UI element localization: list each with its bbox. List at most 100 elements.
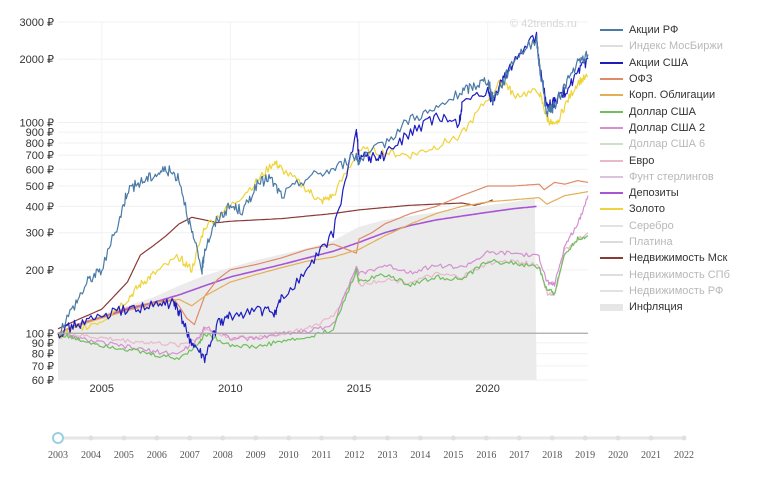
legend-swatch bbox=[600, 224, 623, 227]
y-tick-label: 1000 ₽ bbox=[19, 118, 54, 130]
legend-swatch bbox=[600, 143, 623, 146]
series-1-area bbox=[58, 198, 537, 380]
slider-year-label[interactable]: 2022 bbox=[674, 450, 694, 461]
series-9-line bbox=[57, 73, 588, 340]
legend-label: Доллар США 6 bbox=[629, 138, 706, 151]
series-7-line bbox=[57, 195, 589, 355]
y-tick-label: 100 ₽ bbox=[26, 328, 54, 340]
legend-label: Недвижимость Мск bbox=[629, 252, 728, 265]
slider-stop[interactable] bbox=[483, 435, 489, 441]
slider-year-label[interactable]: 2020 bbox=[608, 450, 628, 461]
slider-stop[interactable] bbox=[417, 435, 423, 441]
slider-year-label[interactable]: 2005 bbox=[114, 450, 134, 461]
slider-year-label[interactable]: 2008 bbox=[213, 450, 233, 461]
legend-item-10[interactable]: Фунт стерлингов bbox=[600, 169, 756, 185]
legend-item-3[interactable]: Акции США bbox=[600, 55, 756, 71]
legend-item-11[interactable]: Депозиты bbox=[600, 185, 756, 201]
slider-stop[interactable] bbox=[681, 435, 687, 441]
legend: Акции РФ Индекс МосБиржи Акции США ОФЗ Корп.… bbox=[600, 22, 756, 315]
slider-handle[interactable] bbox=[52, 432, 64, 444]
x-tick-label: 2020 bbox=[475, 383, 499, 395]
slider-stop[interactable] bbox=[319, 435, 325, 441]
legend-swatch bbox=[600, 94, 623, 97]
legend-item-4[interactable]: ОФЗ bbox=[600, 71, 756, 87]
y-tick-label: 500 ₽ bbox=[26, 181, 54, 193]
year-slider[interactable]: 2003 2004 2005 2006 2007 2008 2009 2010 2011 2012… bbox=[48, 432, 694, 461]
x-tick-label: 2015 bbox=[347, 383, 371, 395]
legend-item-16[interactable]: Недвижимость СПб bbox=[600, 266, 756, 282]
x-axis: 2005 2010 2015 2020 bbox=[89, 383, 499, 395]
slider-year-label[interactable]: 2021 bbox=[641, 450, 661, 461]
slider-stop[interactable] bbox=[286, 435, 292, 441]
series-2-line bbox=[57, 199, 494, 330]
legend-label: Доллар США 2 bbox=[629, 121, 706, 134]
legend-swatch bbox=[600, 45, 623, 48]
legend-item-13[interactable]: Серебро bbox=[600, 218, 756, 234]
legend-label: Платина bbox=[629, 236, 673, 248]
legend-item-5[interactable]: Корп. Облигации bbox=[600, 87, 756, 103]
legend-item-8[interactable]: Доллар США 6 bbox=[600, 136, 756, 152]
slider-year-label[interactable]: 2006 bbox=[147, 450, 167, 461]
slider-stop[interactable] bbox=[220, 435, 226, 441]
legend-item-9[interactable]: Евро bbox=[600, 152, 756, 168]
legend-swatch bbox=[600, 257, 623, 260]
legend-swatch bbox=[600, 175, 623, 178]
slider-year-label[interactable]: 2003 bbox=[48, 450, 68, 461]
y-tick-label: 2000 ₽ bbox=[19, 54, 54, 66]
slider-year-label[interactable]: 2016 bbox=[476, 450, 496, 461]
legend-item-7[interactable]: Доллар США 2 bbox=[600, 120, 756, 136]
legend-swatch bbox=[600, 29, 623, 32]
y-tick-label: 400 ₽ bbox=[26, 201, 54, 213]
legend-item-18[interactable]: Инфляция bbox=[600, 299, 756, 315]
slider-stop[interactable] bbox=[516, 435, 522, 441]
y-tick-label: 200 ₽ bbox=[26, 265, 54, 277]
watermark: © 42trends.ru bbox=[510, 18, 577, 30]
legend-label: Инфляция bbox=[629, 301, 683, 314]
slider-stop[interactable] bbox=[450, 435, 456, 441]
slider-stop[interactable] bbox=[615, 435, 621, 441]
slider-year-label[interactable]: 2019 bbox=[575, 450, 595, 461]
legend-item-6[interactable]: Доллар США bbox=[600, 103, 756, 119]
slider-stop[interactable] bbox=[88, 435, 94, 441]
slider-stop[interactable] bbox=[154, 435, 160, 441]
slider-year-label[interactable]: 2014 bbox=[410, 450, 430, 461]
legend-label: Золото bbox=[629, 203, 665, 216]
legend-item-15[interactable]: Недвижимость Мск bbox=[600, 250, 756, 266]
series-5-line bbox=[57, 191, 589, 334]
slider-year-label[interactable]: 2013 bbox=[377, 450, 397, 461]
slider-year-label[interactable]: 2009 bbox=[246, 450, 266, 461]
legend-label: Евро bbox=[629, 154, 655, 167]
slider-year-label[interactable]: 2004 bbox=[81, 450, 101, 461]
legend-item-12[interactable]: Золото bbox=[600, 201, 756, 217]
legend-swatch bbox=[600, 208, 623, 211]
slider-stop[interactable] bbox=[549, 435, 555, 441]
slider-year-label[interactable]: 2018 bbox=[542, 450, 562, 461]
legend-swatch bbox=[600, 110, 623, 113]
legend-item-2[interactable]: Индекс МосБиржи bbox=[600, 38, 756, 54]
legend-swatch bbox=[600, 289, 623, 292]
slider-stop[interactable] bbox=[352, 435, 358, 441]
slider-stop[interactable] bbox=[121, 435, 127, 441]
slider-stop[interactable] bbox=[253, 435, 259, 441]
slider-year-label[interactable]: 2007 bbox=[180, 450, 200, 461]
y-tick-label: 900 ₽ bbox=[26, 127, 54, 139]
slider-stop[interactable] bbox=[582, 435, 588, 441]
slider-stop[interactable] bbox=[384, 435, 390, 441]
slider-year-label[interactable]: 2010 bbox=[279, 450, 299, 461]
y-tick-label: 300 ₽ bbox=[26, 228, 54, 240]
slider-stop[interactable] bbox=[648, 435, 654, 441]
legend-item-17[interactable]: Недвижимость РФ bbox=[600, 283, 756, 299]
slider-year-label[interactable]: 2012 bbox=[345, 450, 365, 461]
slider-year-label[interactable]: 2015 bbox=[443, 450, 463, 461]
legend-item-1[interactable]: Акции РФ bbox=[600, 22, 756, 38]
y-tick-label: 90 ₽ bbox=[32, 338, 54, 350]
slider-stop[interactable] bbox=[187, 435, 193, 441]
y-axis: 60 ₽ 70 ₽80 ₽90 ₽100 ₽ 200 ₽ 300 ₽ 400 ₽ 500 … bbox=[19, 17, 54, 387]
legend-swatch bbox=[600, 126, 623, 129]
slider-year-label[interactable]: 2017 bbox=[509, 450, 529, 461]
legend-label: Акции США bbox=[629, 56, 689, 69]
y-tick-label: 70 ₽ bbox=[32, 361, 54, 373]
legend-item-14[interactable]: Платина bbox=[600, 234, 756, 250]
slider-year-label[interactable]: 2011 bbox=[312, 450, 332, 461]
